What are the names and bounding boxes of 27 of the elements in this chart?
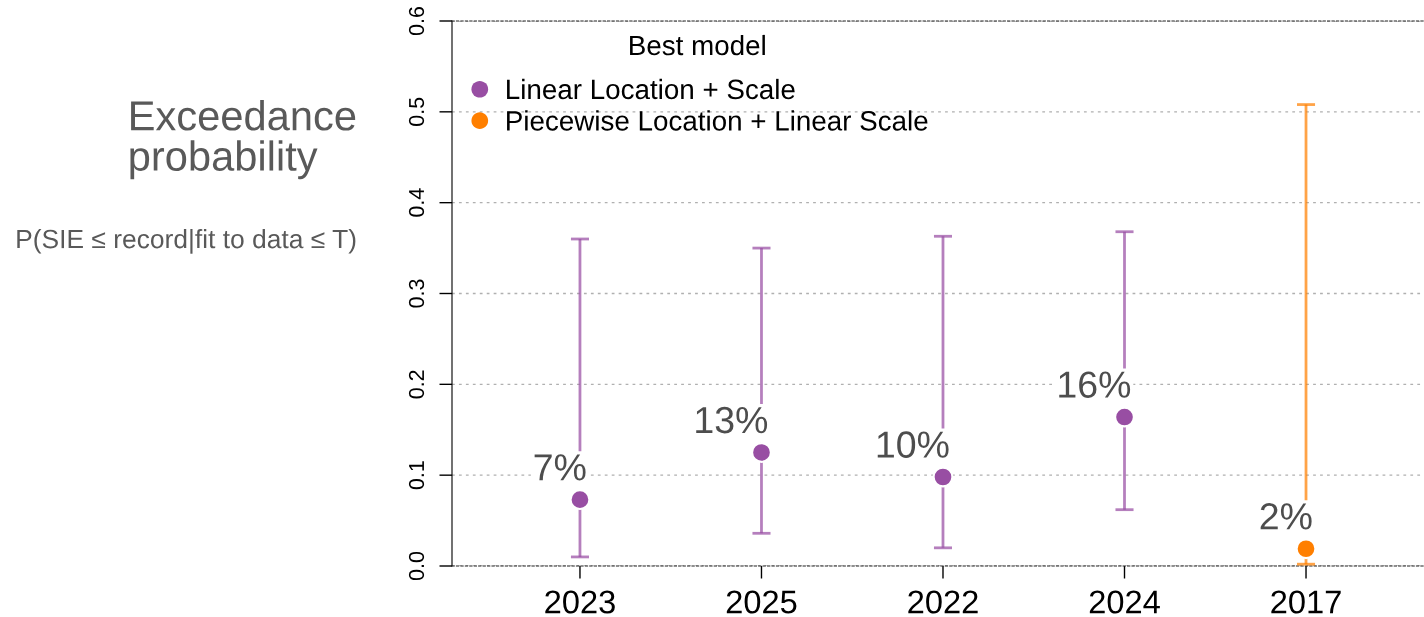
x-tick-label: 2022 (908, 590, 978, 614)
y-tick-label: 0.1 (408, 461, 425, 490)
point (932, 466, 954, 488)
text: P(SIE ≤ record|fit to data ≤ T) (17, 229, 356, 254)
y-tick-label: 0.5 (408, 97, 425, 126)
legend-label: Piecewise Location + Linear Scale (507, 110, 928, 131)
y-tick-label: 0.0 (408, 551, 425, 581)
x-tick-label: 2025 (726, 590, 797, 614)
data-label: 16% (1059, 371, 1131, 398)
point (1295, 538, 1317, 560)
x-tick-label: 2024 (1089, 590, 1160, 614)
data-label: 13% (696, 406, 768, 434)
text: Exceedance probability (130, 100, 356, 180)
y-tick-label: 0.4 (408, 188, 425, 217)
x-tick-label: 2017 (1271, 590, 1341, 614)
point (1114, 406, 1135, 428)
legend-label: Linear Location + Scale (507, 78, 795, 100)
data-label: 2% (1260, 503, 1312, 530)
y-tick-label: 0.3 (408, 279, 425, 308)
y-tick-label: 0.2 (408, 370, 425, 399)
data-label: 10% (877, 431, 949, 458)
point (569, 489, 591, 511)
x-tick-label: 2023 (545, 590, 615, 614)
data-label: 7% (534, 454, 586, 481)
legend-title: Best model (630, 34, 765, 56)
y-tick-label: 0.6 (408, 6, 425, 36)
point (751, 442, 772, 463)
